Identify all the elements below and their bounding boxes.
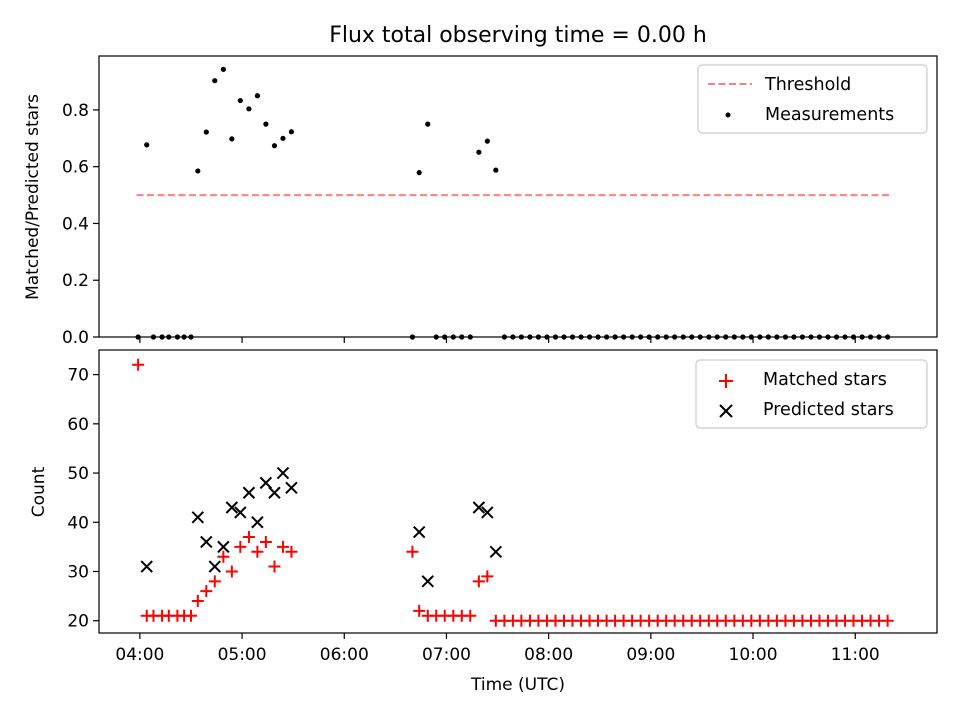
predicted-star-point bbox=[200, 535, 213, 549]
legend-measurements-swatch bbox=[725, 112, 731, 118]
top-axis-ticks: 0.0 0.2 0.4 0.6 0.8 bbox=[62, 101, 856, 348]
predicted-star-point bbox=[412, 525, 426, 539]
matched-star-point bbox=[208, 575, 221, 588]
predicted-star-point bbox=[421, 575, 434, 588]
measurement-point bbox=[220, 66, 226, 72]
bottom-xtick-label: 08:00 bbox=[524, 645, 573, 665]
bottom-xtick-label: 06:00 bbox=[320, 645, 369, 665]
measurement-point bbox=[246, 106, 252, 112]
predicted-star-point bbox=[472, 501, 486, 514]
bottom-panel: Count Time (UTC) 20 30 40 50 60 70 04:00 05:00 0… bbox=[29, 349, 938, 695]
bottom-ytick-label: 20 bbox=[67, 612, 89, 632]
chart-title: Flux total observing time = 0.00 h bbox=[329, 23, 707, 48]
matched-star-point bbox=[881, 614, 894, 627]
measurement-point bbox=[144, 142, 150, 148]
matched-star-point bbox=[285, 545, 298, 558]
measurement-point bbox=[425, 121, 431, 127]
predicted-star-point bbox=[191, 511, 205, 524]
bottom-ytick-label: 70 bbox=[67, 366, 89, 386]
predicted-star-point bbox=[225, 501, 239, 514]
measurement-point bbox=[195, 168, 201, 174]
predicted-star-point bbox=[234, 506, 247, 519]
measurement-point bbox=[229, 136, 235, 142]
bottom-ytick-label: 50 bbox=[67, 464, 89, 484]
predicted-star-point bbox=[489, 545, 503, 558]
legend-matched-swatch bbox=[719, 374, 733, 388]
measurement-point bbox=[271, 143, 278, 149]
predicted-star-point bbox=[208, 560, 221, 573]
measurement-point bbox=[212, 78, 218, 84]
top-ytick-label: 0.0 bbox=[62, 328, 89, 348]
matched-star-point bbox=[191, 595, 204, 608]
legend-threshold-label: Threshold bbox=[764, 75, 851, 95]
predicted-star-point bbox=[251, 516, 264, 529]
measurement-point bbox=[484, 138, 490, 144]
matched-star-point bbox=[242, 531, 255, 544]
measurement-point bbox=[237, 97, 243, 104]
top-ylabel: Matched/Predicted stars bbox=[23, 94, 43, 300]
top-ytick-label: 0.4 bbox=[62, 214, 89, 234]
bottom-xtick-label: 04:00 bbox=[115, 645, 164, 665]
bottom-ytick-label: 60 bbox=[67, 415, 89, 435]
matched-star-point bbox=[132, 358, 145, 371]
predicted-star-point bbox=[481, 506, 494, 519]
bottom-plot-area bbox=[132, 358, 894, 627]
matched-star-point bbox=[234, 540, 247, 553]
matched-star-point bbox=[251, 545, 264, 558]
measurement-point bbox=[280, 135, 286, 141]
matched-star-point bbox=[184, 609, 197, 622]
predicted-star-point bbox=[285, 481, 298, 495]
matched-star-point bbox=[481, 570, 494, 583]
top-legend: Threshold Measurements bbox=[697, 64, 928, 134]
measurement-point bbox=[203, 129, 209, 135]
legend-predicted-swatch bbox=[719, 404, 733, 418]
matched-star-point bbox=[225, 565, 238, 578]
top-ytick-label: 0.2 bbox=[62, 271, 89, 291]
bottom-axes-frame bbox=[98, 349, 938, 634]
top-ytick-label: 0.6 bbox=[62, 158, 89, 178]
measurement-point bbox=[288, 129, 295, 135]
matched-star-point bbox=[406, 545, 419, 558]
bottom-xtick-label: 10:00 bbox=[729, 645, 778, 665]
legend-predicted-label: Predicted stars bbox=[763, 400, 894, 420]
measurement-point bbox=[254, 93, 261, 99]
bottom-axis-ticks: 20 30 40 50 60 70 04:00 05:00 06:00 07:00 08:00 09:… bbox=[67, 366, 879, 665]
matched-star-point bbox=[259, 535, 272, 548]
predicted-star-point bbox=[268, 486, 281, 499]
bottom-xtick-label: 09:00 bbox=[626, 645, 675, 665]
matched-star-point bbox=[472, 575, 485, 588]
matched-star-point bbox=[413, 604, 426, 617]
top-axes-frame bbox=[98, 55, 938, 338]
top-legend-box bbox=[697, 64, 928, 134]
bottom-xlabel: Time (UTC) bbox=[470, 675, 565, 695]
measurement-point bbox=[476, 149, 482, 155]
bottom-ytick-label: 40 bbox=[67, 513, 89, 533]
legend-measurements-label: Measurements bbox=[765, 105, 894, 125]
matched-star-point bbox=[200, 585, 213, 598]
predicted-star-point bbox=[140, 560, 153, 573]
measurement-point bbox=[493, 167, 499, 173]
bottom-legend: Matched stars Predicted stars bbox=[695, 359, 928, 429]
predicted-star-point bbox=[276, 466, 290, 480]
bottom-ylabel: Count bbox=[29, 466, 49, 517]
measurement-point bbox=[263, 121, 269, 127]
matched-star-point bbox=[464, 609, 477, 622]
predicted-star-point bbox=[217, 540, 230, 554]
predicted-star-point bbox=[242, 486, 256, 499]
predicted-star-point bbox=[259, 476, 273, 490]
bottom-xtick-label: 05:00 bbox=[218, 645, 267, 665]
matched-star-point bbox=[276, 540, 289, 553]
top-panel: Matched/Predicted stars 0.00.20.40.60.8 … bbox=[23, 55, 938, 348]
top-ytick-label: 0.8 bbox=[62, 101, 89, 121]
bottom-xtick-label: 07:00 bbox=[422, 645, 471, 665]
bottom-legend-box bbox=[695, 359, 928, 429]
legend-matched-label: Matched stars bbox=[763, 370, 887, 390]
measurement-point bbox=[416, 170, 422, 176]
bottom-ytick-label: 30 bbox=[67, 562, 89, 582]
bottom-xtick-label: 11:00 bbox=[831, 645, 880, 665]
matched-star-point bbox=[217, 550, 230, 563]
matched-star-point bbox=[268, 560, 281, 573]
